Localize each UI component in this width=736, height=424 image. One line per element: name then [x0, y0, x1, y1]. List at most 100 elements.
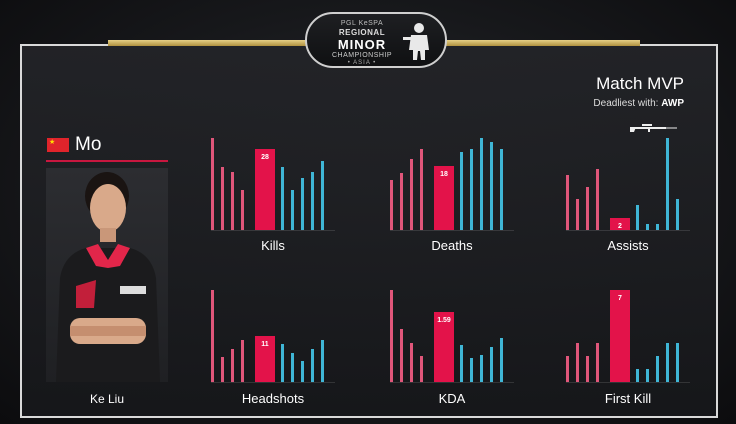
opponent-bar [460, 345, 463, 382]
deadliest-prefix: Deadliest with: [593, 98, 662, 109]
player-silhouette-icon [56, 172, 160, 382]
teammate-bar [211, 290, 214, 382]
teammate-bar [231, 349, 234, 382]
teammate-bar [596, 169, 599, 230]
player-bar [255, 336, 275, 382]
tournament-logo: PGL KeSPA REGIONAL MINOR CHAMPIONSHIP • … [305, 12, 447, 68]
opponent-bar [470, 358, 473, 382]
player-real-name: Ke Liu [89, 392, 125, 406]
china-flag-icon: ★ [47, 138, 69, 152]
gold-accent-left [108, 40, 310, 46]
opponent-bar [500, 149, 503, 230]
deadliest-with: Deadliest with: AWP [520, 98, 684, 109]
logo-championship: CHAMPIONSHIP [331, 52, 393, 59]
opponent-bar [636, 369, 639, 382]
stat-label: KDA [438, 391, 466, 406]
stat-label: Deaths [431, 238, 473, 253]
chart-first-kill: 7 [566, 286, 690, 383]
opponent-bar [311, 349, 314, 382]
teammate-bar [420, 149, 423, 230]
teammate-bar [576, 199, 579, 230]
teammate-bar [390, 180, 393, 230]
mvp-title: Match MVP [596, 74, 684, 93]
teammate-bar [410, 159, 413, 230]
chart-baseline [566, 230, 690, 231]
chart-kda: 1.59 [390, 286, 514, 383]
teammate-bar [400, 173, 403, 230]
teammate-bar [211, 138, 214, 230]
player-bar [255, 149, 275, 230]
opponent-bar [311, 172, 314, 230]
logo-organizers: PGL KeSPA [340, 20, 384, 27]
stat-label: First Kill [604, 391, 652, 406]
opponent-bar [480, 355, 483, 382]
chart-baseline [211, 230, 335, 231]
teammate-bar [410, 343, 413, 382]
player-bar [610, 218, 630, 230]
stat-label: Headshots [241, 391, 305, 406]
teammate-bar [390, 290, 393, 382]
opponent-bar [646, 369, 649, 382]
player-value-label: 18 [440, 171, 448, 178]
chart-baseline [390, 230, 514, 231]
chart-assists: 2 [566, 134, 690, 231]
opponent-bar [291, 353, 294, 382]
player-nickname: Mo [75, 134, 102, 155]
teammate-bar [231, 172, 234, 230]
soldier-icon [403, 23, 429, 60]
opponent-bar [301, 178, 304, 230]
weapon-name: AWP [661, 98, 684, 109]
opponent-bar [321, 340, 324, 382]
opponent-bar [666, 343, 669, 382]
teammate-bar [586, 356, 589, 382]
opponent-bar [490, 142, 493, 230]
teammate-bar [596, 343, 599, 382]
gold-accent-right [440, 40, 640, 46]
opponent-bar [321, 161, 324, 230]
chart-baseline [211, 382, 335, 383]
opponent-bar [281, 344, 284, 382]
teammate-bar [586, 187, 589, 230]
player-photo [46, 168, 168, 382]
teammate-bar [241, 340, 244, 382]
opponent-bar [676, 343, 679, 382]
opponent-bar [656, 356, 659, 382]
opponent-bar [500, 338, 503, 382]
opponent-bar [460, 152, 463, 230]
opponent-bar [470, 149, 473, 230]
player-value-label: 28 [261, 154, 269, 161]
player-bar [610, 290, 630, 382]
chart-headshots: 11 [211, 286, 335, 383]
chart-kills: 28 [211, 134, 335, 231]
stat-label: Assists [607, 238, 649, 253]
stat-label: Kills [261, 238, 285, 253]
logo-regional: REGIONAL [338, 28, 386, 37]
teammate-bar [566, 175, 569, 230]
logo-region: • ASIA • [347, 60, 377, 66]
opponent-bar [281, 167, 284, 230]
awp-rifle-icon [630, 124, 677, 132]
chart-baseline [566, 382, 690, 383]
teammate-bar [420, 356, 423, 382]
teammate-bar [241, 190, 244, 230]
teammate-bar [576, 343, 579, 382]
player-bar [434, 166, 454, 230]
opponent-bar [656, 224, 659, 230]
opponent-bar [676, 199, 679, 230]
chart-deaths: 18 [390, 134, 514, 231]
opponent-bar [480, 138, 483, 230]
opponent-bar [636, 205, 639, 230]
opponent-bar [490, 347, 493, 382]
player-value-label: 11 [261, 341, 269, 348]
chart-baseline [390, 382, 514, 383]
player-value-label: 1.59 [437, 317, 451, 324]
opponent-bar [666, 138, 669, 230]
teammate-bar [221, 357, 224, 382]
teammate-bar [221, 167, 224, 230]
logo-minor: MINOR [337, 37, 387, 52]
teammate-bar [566, 356, 569, 382]
opponent-bar [291, 190, 294, 230]
player-bar [434, 312, 454, 382]
opponent-bar [646, 224, 649, 230]
opponent-bar [301, 361, 304, 382]
